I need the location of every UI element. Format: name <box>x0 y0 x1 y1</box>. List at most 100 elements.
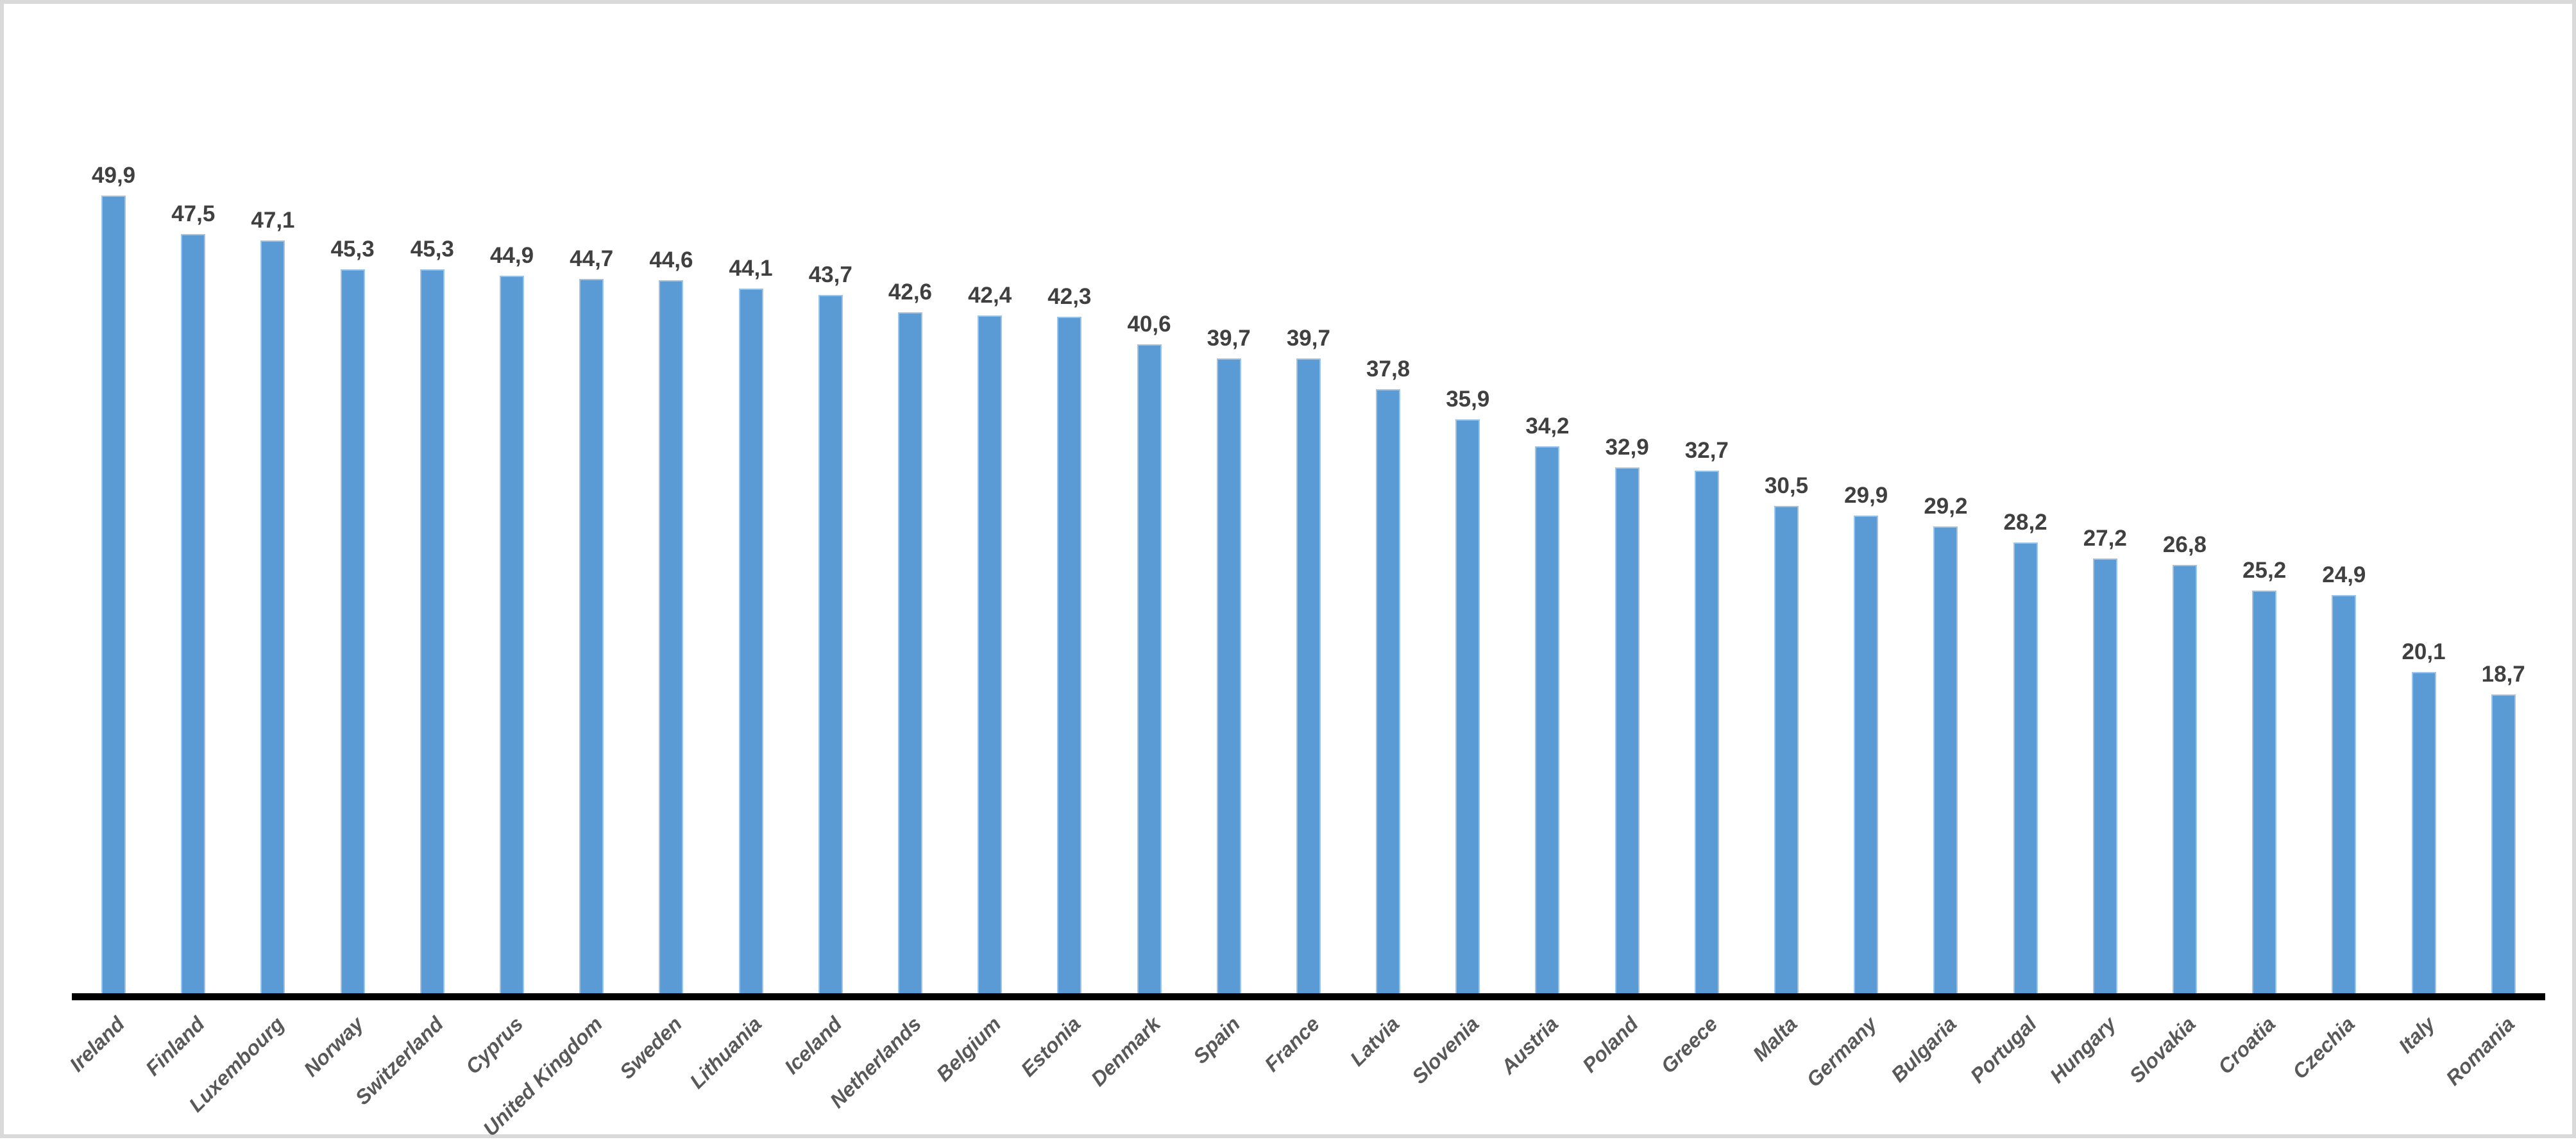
bar <box>1057 317 1081 993</box>
bar-value-label: 32,9 <box>1606 436 1649 458</box>
bar-slot: 47,1 <box>233 8 312 993</box>
category-label: Croatia <box>2214 1013 2279 1078</box>
bar-slot: 39,7 <box>1189 8 1269 993</box>
bar <box>1774 506 1799 993</box>
bar <box>2173 565 2197 993</box>
bar <box>1615 467 1640 993</box>
bar-slot: 34,2 <box>1507 8 1587 993</box>
bar <box>1933 526 1958 993</box>
bar-slot: 29,2 <box>1906 8 1985 993</box>
bar-value-label: 32,7 <box>1685 439 1729 462</box>
bar <box>2093 558 2117 993</box>
bar <box>1137 344 1162 993</box>
category-label-slot: Greece <box>1667 1005 1747 1142</box>
bar-value-label: 44,6 <box>649 249 693 271</box>
bar-slot: 25,2 <box>2224 8 2304 993</box>
category-label-slot: Czechia <box>2304 1005 2384 1142</box>
category-label-slot: Luxembourg <box>233 1005 312 1142</box>
bar-slot: 42,4 <box>950 8 1030 993</box>
bar-value-label: 44,9 <box>490 244 534 267</box>
bar <box>1376 389 1400 993</box>
category-label: Poland <box>1579 1013 1641 1076</box>
category-label: Cyprus <box>462 1013 527 1078</box>
category-label-slot: United Kingdom <box>552 1005 631 1142</box>
bar-value-label: 44,7 <box>570 248 613 270</box>
bar-value-label: 24,9 <box>2322 564 2366 586</box>
bar-slot: 27,2 <box>2065 8 2145 993</box>
bar-slot: 18,7 <box>2464 8 2543 993</box>
category-label-slot: France <box>1269 1005 1348 1142</box>
category-label: Austria <box>1498 1013 1563 1078</box>
bar-value-label: 39,7 <box>1207 327 1251 349</box>
bar-value-label: 42,3 <box>1047 285 1091 308</box>
bar-value-label: 25,2 <box>2242 559 2286 582</box>
bar-slot: 29,9 <box>1826 8 1906 993</box>
bar-value-label: 29,9 <box>1844 484 1888 507</box>
bar <box>1695 471 1719 993</box>
bar <box>739 289 763 993</box>
category-label-slot: Poland <box>1588 1005 1667 1142</box>
bar-slot: 30,5 <box>1747 8 1826 993</box>
category-label-slot: Austria <box>1507 1005 1587 1142</box>
bar-slot: 32,7 <box>1667 8 1747 993</box>
bar-value-label: 49,9 <box>92 164 135 187</box>
category-label: France <box>1261 1013 1323 1075</box>
bar-value-label: 45,3 <box>331 238 375 260</box>
bar-slot: 28,2 <box>1986 8 2065 993</box>
bar-slot: 40,6 <box>1109 8 1189 993</box>
bar-slot: 42,3 <box>1030 8 1109 993</box>
bar <box>420 269 445 993</box>
bar-slot: 20,1 <box>2384 8 2463 993</box>
bar-slot: 32,9 <box>1588 8 1667 993</box>
bar-slot: 47,5 <box>153 8 233 993</box>
bar <box>2252 591 2276 993</box>
bar-value-label: 28,2 <box>2004 511 2047 533</box>
category-label-slot: Romania <box>2464 1005 2543 1142</box>
bar-slot: 44,6 <box>631 8 711 993</box>
x-axis-line <box>72 993 2545 1000</box>
bar-value-label: 42,6 <box>888 281 932 303</box>
bar-value-label: 44,1 <box>729 257 773 280</box>
bar-slot: 43,7 <box>791 8 870 993</box>
bar-value-label: 45,3 <box>411 238 454 260</box>
bar-value-label: 27,2 <box>2083 527 2127 550</box>
bar <box>898 312 922 993</box>
bar-slot: 37,8 <box>1348 8 1428 993</box>
category-label-slot: Slovenia <box>1428 1005 1507 1142</box>
bar-slot: 26,8 <box>2145 8 2224 993</box>
bar-value-label: 47,1 <box>251 209 294 231</box>
category-label: Malta <box>1749 1013 1801 1064</box>
bar <box>1296 358 1321 993</box>
category-label-slot: Ireland <box>74 1005 153 1142</box>
bar <box>579 279 604 993</box>
bar-value-label: 34,2 <box>1525 415 1569 437</box>
bar-slot: 39,7 <box>1269 8 1348 993</box>
bar <box>260 240 285 993</box>
bar-value-label: 35,9 <box>1446 388 1489 410</box>
bar-value-label: 43,7 <box>809 264 852 286</box>
bar <box>818 295 843 993</box>
category-label-slot: Croatia <box>2224 1005 2304 1142</box>
bar-value-label: 30,5 <box>1765 474 1808 497</box>
category-label: Latvia <box>1346 1013 1403 1070</box>
bar <box>500 276 524 993</box>
bar-value-label: 20,1 <box>2402 641 2445 663</box>
bar-value-label: 26,8 <box>2163 533 2207 556</box>
category-label-slot: Belgium <box>950 1005 1030 1142</box>
bar-slot: 42,6 <box>870 8 950 993</box>
category-label-slot: Slovakia <box>2145 1005 2224 1142</box>
bar-value-label: 18,7 <box>2482 663 2525 685</box>
bar-slot: 49,9 <box>74 8 153 993</box>
bar-slot: 35,9 <box>1428 8 1507 993</box>
bar-slot: 45,3 <box>313 8 393 993</box>
category-label-slot: Spain <box>1189 1005 1269 1142</box>
bar <box>2013 542 2038 993</box>
bar <box>101 196 126 993</box>
plot-area: 49,9 47,5 47,1 45,3 45,3 44,9 44,7 44,6 44,1 43,7… <box>74 8 2543 993</box>
bar-value-label: 37,8 <box>1366 358 1410 380</box>
bar-slot: 44,9 <box>472 8 552 993</box>
bar-slot: 44,1 <box>711 8 791 993</box>
category-label-slot: Switzerland <box>393 1005 472 1142</box>
